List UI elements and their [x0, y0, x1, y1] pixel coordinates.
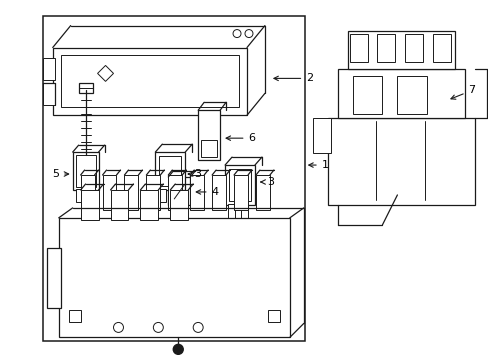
- Bar: [234, 175, 247, 210]
- Bar: [347, 31, 454, 69]
- Bar: [79, 84, 92, 93]
- Text: 1: 1: [308, 160, 328, 170]
- Text: 5: 5: [52, 169, 68, 179]
- Bar: [377, 34, 395, 62]
- Bar: [68, 310, 81, 323]
- Bar: [155, 152, 185, 190]
- Text: 3: 3: [188, 169, 201, 179]
- Bar: [255, 175, 269, 210]
- Bar: [432, 34, 450, 62]
- Polygon shape: [98, 66, 113, 81]
- Bar: [47, 248, 61, 307]
- Bar: [53, 48, 246, 115]
- Bar: [267, 310, 279, 323]
- Bar: [190, 175, 203, 210]
- Bar: [201, 140, 217, 157]
- Bar: [312, 118, 330, 153]
- Bar: [159, 156, 181, 186]
- Bar: [42, 58, 55, 80]
- Bar: [224, 165, 254, 205]
- Bar: [76, 189, 82, 202]
- Bar: [86, 189, 93, 202]
- Bar: [172, 204, 178, 219]
- Bar: [228, 169, 250, 201]
- Bar: [352, 76, 382, 114]
- Bar: [81, 190, 99, 220]
- Bar: [59, 218, 289, 337]
- Bar: [168, 175, 182, 210]
- Bar: [81, 175, 94, 210]
- Bar: [110, 190, 128, 220]
- Bar: [168, 177, 190, 205]
- Bar: [159, 189, 166, 202]
- Bar: [42, 15, 304, 341]
- Bar: [140, 190, 158, 220]
- Text: 2: 2: [273, 73, 313, 84]
- Bar: [102, 175, 116, 210]
- Bar: [397, 76, 427, 114]
- Text: 3: 3: [261, 177, 274, 187]
- Bar: [349, 34, 367, 62]
- Bar: [337, 69, 464, 118]
- Bar: [172, 189, 179, 202]
- Bar: [42, 84, 55, 105]
- Bar: [180, 204, 186, 219]
- Bar: [170, 190, 188, 220]
- Circle shape: [173, 345, 183, 354]
- Bar: [73, 152, 99, 190]
- Bar: [76, 155, 95, 187]
- Bar: [241, 204, 247, 219]
- Text: 7: 7: [450, 85, 475, 99]
- Bar: [212, 175, 225, 210]
- Bar: [198, 110, 220, 160]
- Text: 4: 4: [196, 187, 218, 197]
- Bar: [227, 204, 235, 219]
- Bar: [146, 175, 160, 210]
- Bar: [61, 55, 239, 107]
- Bar: [124, 175, 138, 210]
- Bar: [327, 118, 474, 205]
- Text: 6: 6: [225, 133, 255, 143]
- Bar: [405, 34, 423, 62]
